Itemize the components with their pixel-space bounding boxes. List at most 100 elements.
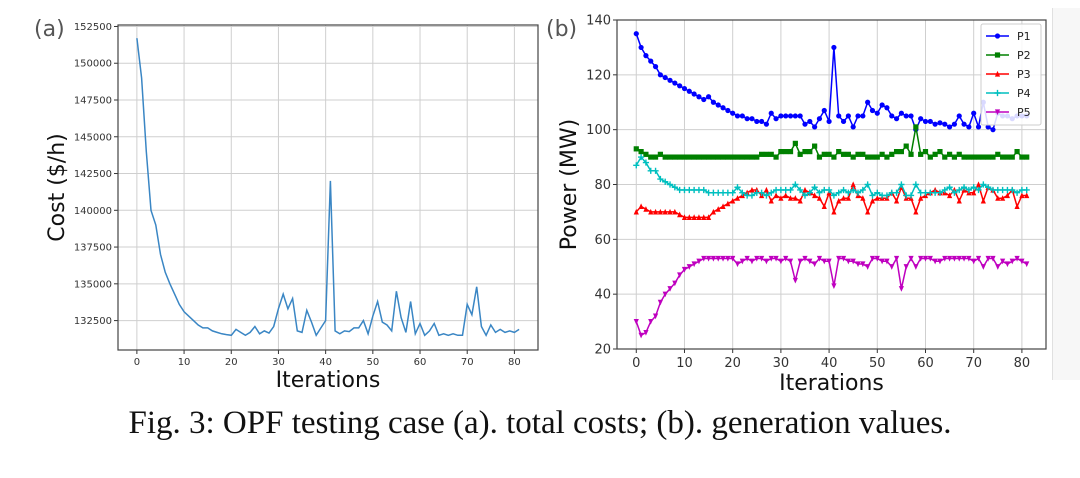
- data-point: [648, 208, 654, 215]
- data-point: [730, 110, 736, 116]
- x-tick-label: 60: [917, 356, 934, 371]
- data-point: [825, 186, 833, 194]
- data-point: [662, 291, 668, 298]
- legend-marker: [994, 109, 1001, 116]
- data-point: [715, 206, 721, 212]
- data-point: [759, 118, 765, 125]
- data-point: [730, 197, 736, 204]
- data-point: [922, 149, 929, 155]
- data-point: [850, 258, 856, 265]
- chart-a: 0 10 20 30 40 50 60 70 80 132500 135000 137500 14000…: [34, 17, 539, 393]
- data-point: [869, 107, 876, 114]
- data-point: [845, 113, 851, 119]
- data-point: [686, 88, 692, 94]
- data-point: [763, 186, 770, 193]
- data-point: [927, 118, 933, 125]
- data-point: [893, 197, 900, 204]
- data-point: [739, 258, 745, 265]
- data-point: [831, 208, 837, 215]
- data-point: [691, 261, 697, 268]
- data-point: [893, 255, 900, 262]
- series-p1: [633, 31, 1030, 133]
- data-point: [971, 154, 977, 160]
- y-tick-label: 60: [594, 233, 611, 248]
- data-point: [773, 116, 779, 122]
- data-point: [946, 192, 953, 199]
- data-point: [956, 113, 962, 119]
- data-point: [946, 151, 953, 157]
- data-point: [840, 151, 847, 157]
- data-point: [705, 214, 712, 220]
- data-point: [1009, 258, 1015, 265]
- panel-label: (b): [546, 17, 577, 42]
- data-point: [1000, 258, 1006, 265]
- data-point: [918, 151, 924, 157]
- data-point: [700, 186, 707, 194]
- data-point: [840, 118, 847, 125]
- data-point: [937, 149, 943, 155]
- x-tick-label: 60: [414, 357, 427, 368]
- data-point: [821, 107, 827, 114]
- legend-box: [980, 23, 1042, 126]
- data-point: [995, 264, 1001, 270]
- data-point: [956, 197, 962, 204]
- data-point: [763, 192, 770, 199]
- y-tick-label: 137500: [74, 243, 112, 254]
- data-point: [913, 124, 919, 130]
- data-point: [908, 255, 914, 262]
- data-point: [812, 143, 818, 149]
- y-tick-label: 100: [586, 123, 611, 138]
- data-point: [720, 154, 726, 160]
- x-tick-label: 30: [272, 357, 285, 368]
- data-point: [672, 208, 678, 215]
- data-point: [854, 189, 862, 196]
- y-tick-label: 20: [594, 343, 611, 358]
- data-point: [701, 255, 707, 262]
- data-point: [710, 255, 717, 262]
- data-point: [836, 113, 842, 119]
- data-point: [638, 153, 645, 161]
- data-point: [734, 154, 741, 160]
- data-point: [729, 189, 736, 196]
- plot-frame: [117, 24, 539, 351]
- data-point: [638, 149, 644, 155]
- data-point: [932, 121, 938, 127]
- data-point: [869, 192, 876, 199]
- data-point: [778, 195, 784, 201]
- series-p3: [633, 181, 1030, 220]
- data-point: [792, 181, 799, 188]
- data-point: [985, 124, 991, 130]
- data-point: [1019, 258, 1025, 265]
- series-p5: [633, 255, 1030, 339]
- data-point: [985, 154, 991, 160]
- data-point: [778, 258, 784, 265]
- data-point: [734, 184, 741, 191]
- data-point: [642, 159, 650, 166]
- data-point: [806, 189, 813, 196]
- x-tick-label: 40: [319, 357, 332, 368]
- data-point: [975, 186, 982, 194]
- data-point: [879, 258, 885, 265]
- data-point: [932, 258, 938, 265]
- data-point: [797, 151, 803, 157]
- data-point: [652, 154, 659, 160]
- data-point: [715, 255, 721, 262]
- data-point: [643, 53, 649, 59]
- data-point: [874, 195, 880, 201]
- data-point: [831, 283, 837, 290]
- data-point: [975, 124, 982, 130]
- data-point: [884, 105, 890, 111]
- legend-label-p5: P5: [1017, 106, 1031, 119]
- data-point: [1019, 154, 1025, 160]
- data-point: [893, 189, 900, 196]
- x-tick-label: 70: [965, 356, 982, 371]
- data-point: [691, 91, 697, 97]
- data-point: [898, 149, 904, 155]
- data-point: [744, 255, 750, 262]
- data-point: [797, 258, 803, 265]
- data-point: [749, 258, 755, 265]
- data-point: [1024, 192, 1030, 199]
- legend-label-p3: P3: [1017, 68, 1031, 81]
- data-point: [985, 184, 992, 191]
- data-point: [797, 186, 804, 194]
